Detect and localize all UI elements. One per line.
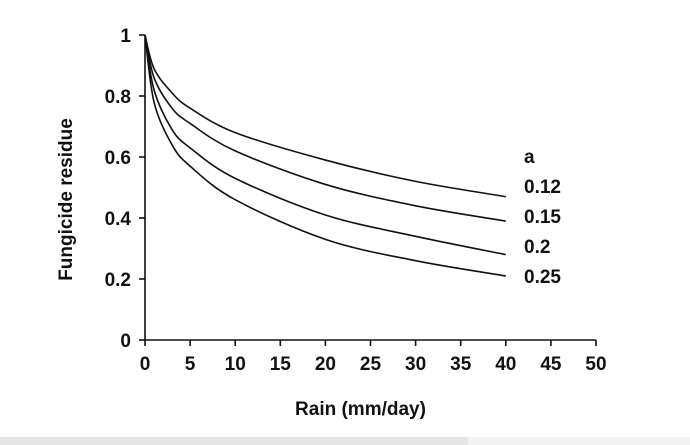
bottom-divider-right [468,437,690,445]
x-tick-label: 40 [495,354,516,375]
x-tick-label: 15 [270,354,292,375]
legend-label: 0.12 [524,177,561,198]
x-tick-label: 5 [185,354,196,375]
x-tick-label: 20 [315,354,336,375]
legend-label: 0.15 [524,207,561,228]
x-axis-title: Rain (mm/day) [295,399,426,420]
x-tick-label: 45 [540,354,562,375]
legend: a 0.12 0.15 0.2 0.25 [524,147,561,288]
x-tick-label: 30 [405,354,426,375]
legend-label: 0.25 [524,267,561,288]
x-tick-label: 10 [225,354,246,375]
legend-title: a [524,147,535,168]
series-line-0-25 [144,34,506,277]
y-tick-label: 0.4 [105,209,132,230]
bottom-divider [0,437,690,445]
series-line-0-12 [144,34,506,198]
x-tick-label: 25 [360,354,382,375]
y-tick-label: 0.2 [105,270,131,291]
y-tick-label: 1 [120,26,131,47]
legend-label: 0.2 [524,237,550,258]
axes: 00.20.40.60.810 5 10 15 20 25 30 35 40 45 50 [105,26,607,375]
series-line-0-15 [144,34,506,222]
x-tick-label: 0 [140,354,151,375]
y-axis-title: Fungicide residue [56,118,77,281]
series-line-0-2 [144,34,506,256]
y-tick-label: 0.8 [105,87,131,108]
y-tick-label: 0.6 [105,148,131,169]
x-tick-label: 35 [450,354,472,375]
y-tick-label: 0 [120,331,131,352]
series-lines [144,34,506,277]
x-tick-label: 50 [585,354,606,375]
